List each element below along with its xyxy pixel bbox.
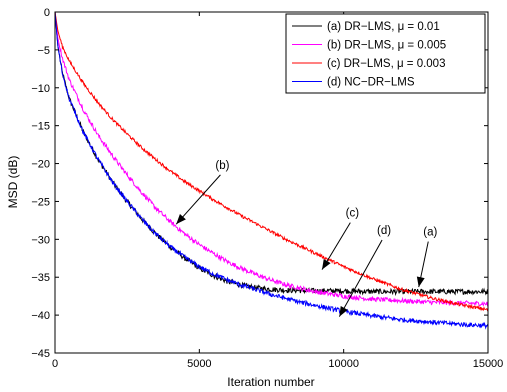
series-line-b (55, 12, 488, 307)
annotation-arrowhead (339, 305, 348, 317)
legend-box (285, 13, 486, 94)
series-line-d (55, 12, 488, 330)
annotation-arrow (175, 174, 221, 225)
plot-frame (54, 11, 489, 354)
y-tick-label: −35 (31, 272, 50, 284)
y-tick-label: −40 (31, 310, 50, 322)
x-axis-label: Iteration number (227, 375, 314, 389)
annotation-arrow (338, 239, 383, 317)
y-tick-label: −45 (31, 348, 50, 360)
x-tick-label: 15000 (473, 358, 504, 370)
y-tick-label: −25 (31, 196, 50, 208)
annotation-arrowhead (322, 259, 331, 270)
annotation-label: (d) (377, 225, 391, 237)
x-tick-label: 0 (52, 358, 58, 370)
series-line-c (55, 12, 488, 312)
y-tick-label: 0 (44, 7, 50, 19)
legend-entry: (d) NC−DR−LMS (327, 77, 415, 89)
y-tick-label: −15 (31, 121, 50, 133)
annotation-arrowhead (176, 214, 186, 225)
annotation-label: (c) (346, 208, 360, 220)
x-tick-label: 5000 (187, 358, 211, 370)
x-tick-label: 10000 (328, 358, 359, 370)
annotation-label: (b) (215, 160, 229, 172)
annotation-label: (a) (423, 227, 437, 239)
annotation-arrowhead (416, 276, 425, 288)
legend-entry: (b) DR−LMS, μ = 0.005 (327, 40, 446, 52)
legend: (a) DR−LMS, μ = 0.01 (b) DR−LMS, μ = 0.00… (285, 13, 486, 94)
y-tick-label: −5 (37, 45, 50, 57)
y-tick-label: −20 (31, 159, 50, 171)
y-tick-label: −30 (31, 234, 50, 246)
legend-entry: (a) DR−LMS, μ = 0.01 (327, 21, 440, 33)
annotation-layer: (b) (c) (d) (a) (175, 160, 437, 317)
series-layer (55, 12, 488, 330)
legend-entry: (c) DR−LMS, μ = 0.003 (327, 58, 445, 70)
y-tick-label: −10 (31, 83, 50, 95)
y-axis-label: MSD (dB) (6, 156, 20, 209)
axis-ticks: 0 5000 10000 15000 0 −5 −10 −15 −20 −25 −30 −35 −40 −… (31, 7, 503, 370)
series-line-a (55, 12, 488, 297)
